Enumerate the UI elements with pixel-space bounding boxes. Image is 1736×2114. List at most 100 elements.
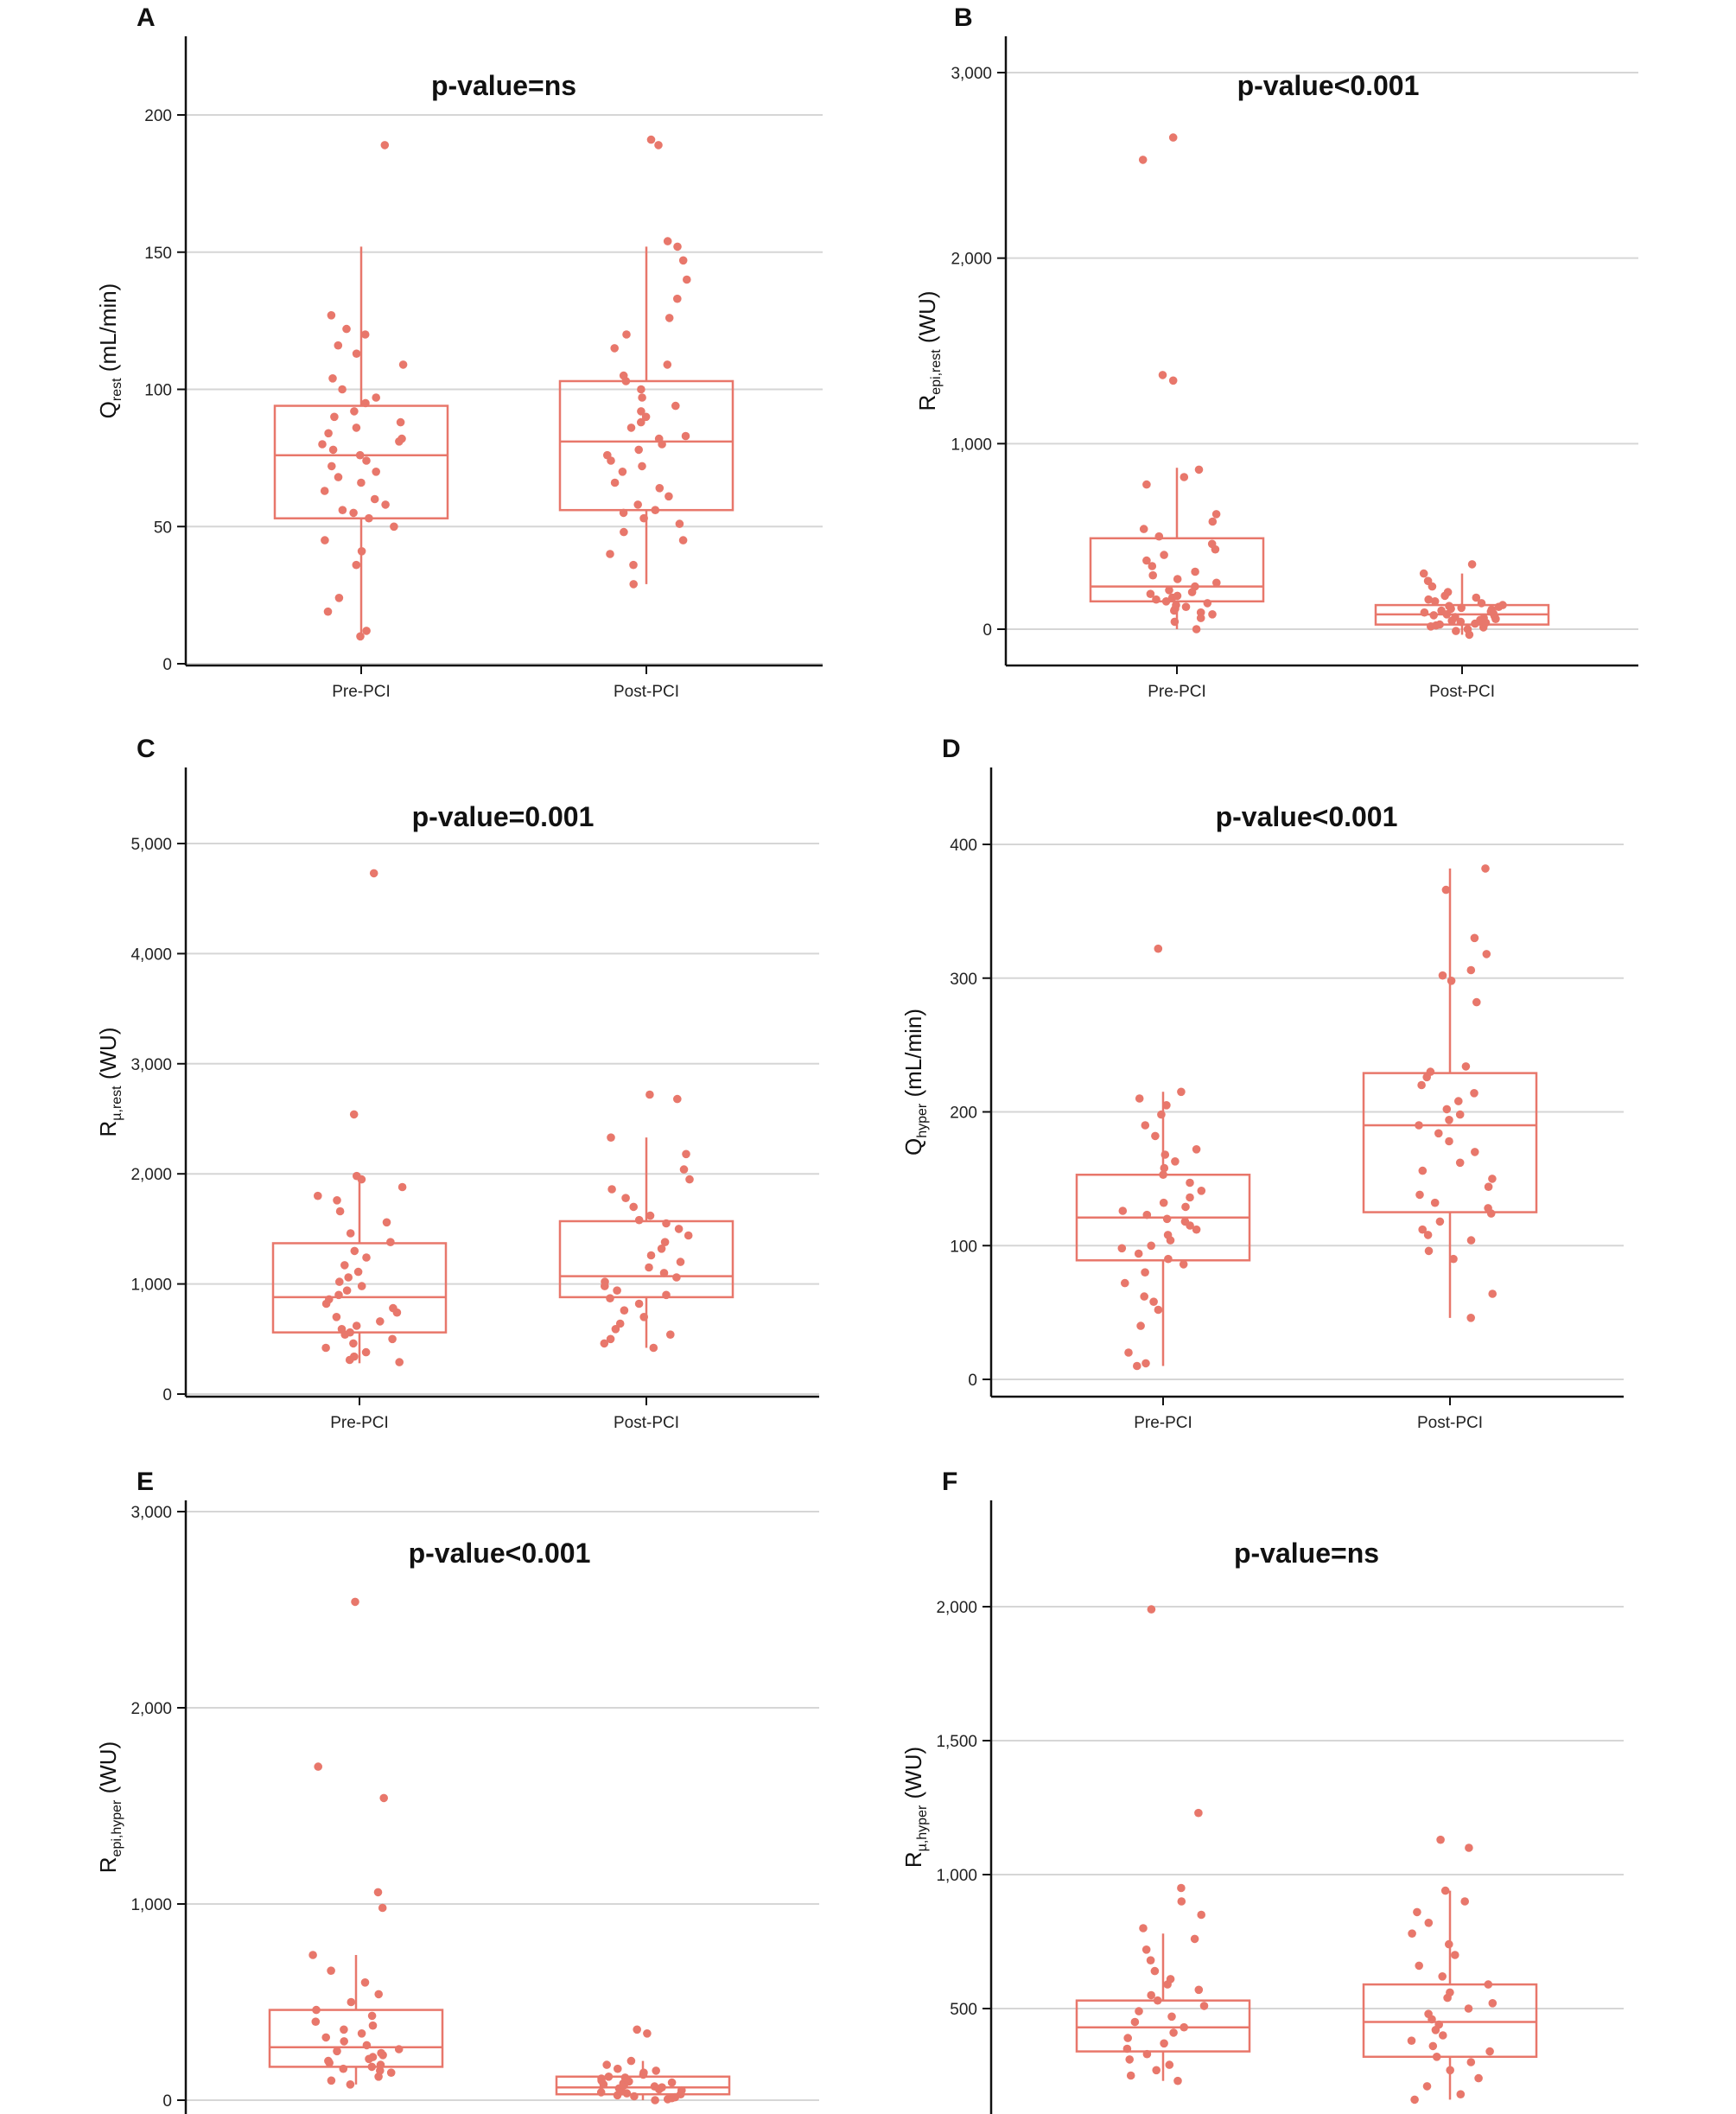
data-point [1192, 625, 1201, 634]
data-point [376, 1317, 385, 1326]
data-point [334, 341, 343, 350]
data-point [397, 434, 406, 443]
panel-label: D [942, 735, 961, 763]
data-point [327, 462, 336, 471]
data-point [615, 1319, 625, 1328]
data-point [357, 1282, 366, 1290]
data-point [650, 2082, 659, 2091]
data-point [1470, 933, 1479, 943]
data-point [1485, 2047, 1494, 2056]
data-point [1474, 2073, 1483, 2083]
data-point [1477, 599, 1486, 608]
data-point [374, 1990, 384, 1999]
data-point [1180, 473, 1189, 481]
data-point [1141, 1359, 1150, 1368]
data-point [342, 1286, 352, 1295]
data-point [1445, 1939, 1453, 1949]
data-point [357, 547, 366, 556]
panel-c: 0 1,000 2,000 3,000 4,000 5,000 Pre-PCI Post-PC… [95, 735, 819, 1432]
data-point [1171, 1157, 1180, 1166]
data-point [1161, 597, 1171, 606]
y-axis-label: Rµ,rest (WU) [95, 1028, 124, 1137]
box-post-pci [558, 246, 734, 584]
data-point [1424, 1919, 1434, 1927]
data-point [349, 1110, 359, 1119]
box-iqr [558, 1219, 734, 1299]
data-point [1142, 1210, 1152, 1219]
data-point [349, 1339, 358, 1348]
data-point [685, 1175, 694, 1184]
data-point [1125, 2055, 1134, 2064]
data-point [1148, 562, 1157, 570]
data-point [362, 456, 371, 465]
data-point [337, 1325, 347, 1334]
data-point [1445, 1137, 1453, 1146]
data-point [1139, 525, 1148, 533]
data-point [1154, 944, 1163, 953]
y-axis-label-sub: epi,rest [929, 349, 944, 395]
x-tick-label: Post-PCI [1417, 1414, 1483, 1432]
data-point [1173, 2076, 1182, 2085]
data-point [1140, 1292, 1148, 1301]
data-point [350, 407, 359, 416]
data-point [629, 560, 638, 570]
data-point [597, 2074, 606, 2083]
data-point [1452, 627, 1460, 635]
data-point [1177, 1087, 1186, 1097]
data-point [1186, 1193, 1194, 1202]
data-point [1126, 2071, 1135, 2080]
data-point [663, 360, 672, 369]
data-point [397, 1182, 407, 1192]
data-point [1420, 608, 1429, 617]
data-point [639, 2068, 648, 2077]
data-point [1197, 1187, 1206, 1195]
y-axis-label-main: Q [95, 401, 121, 418]
data-point [377, 2048, 385, 2058]
data-point [321, 2033, 331, 2042]
panel-e: 0 1,000 2,000 3,000 Ep-value<0.001 Repi,hyper… [95, 1468, 819, 2114]
data-point [350, 1246, 359, 1256]
data-point [645, 1211, 655, 1220]
data-point [1454, 1097, 1463, 1105]
panel-b: 0 1,000 2,000 3,000 Pre-PCI Post-PCI Bp-value<… [914, 3, 1638, 701]
data-point [1180, 2022, 1188, 2032]
data-point [373, 1888, 383, 1897]
panel-label: E [137, 1468, 154, 1496]
data-point [621, 1194, 630, 1202]
y-axis-label-sub: µ,hyper [915, 1805, 930, 1851]
box-iqr [558, 379, 734, 512]
data-point [342, 324, 351, 334]
y-axis-label-sub: µ,rest [110, 1086, 124, 1121]
box-iqr [268, 2009, 444, 2068]
y-tick-label: 0 [162, 2092, 172, 2111]
data-point [350, 1352, 359, 1361]
y-tick-label: 5,000 [130, 836, 172, 854]
data-point [637, 407, 645, 416]
data-point [1136, 1321, 1145, 1330]
data-point [1148, 570, 1157, 580]
data-point [361, 398, 370, 408]
data-point [1173, 591, 1182, 601]
panel-label: A [137, 3, 156, 32]
data-point [652, 2066, 660, 2075]
data-point [638, 462, 646, 471]
data-point [660, 1238, 670, 1246]
data-point [328, 374, 337, 383]
data-point [1424, 1246, 1434, 1256]
data-point [1465, 1843, 1473, 1852]
data-point [604, 2073, 614, 2081]
data-point [1438, 971, 1447, 980]
data-point [1170, 617, 1180, 627]
box-iqr [271, 1242, 448, 1334]
data-point [675, 519, 684, 528]
data-point [1142, 480, 1151, 489]
box-post-pci [558, 1137, 734, 1348]
box-iqr [555, 2075, 731, 2096]
data-point [1415, 1961, 1423, 1971]
data-point [1194, 465, 1204, 474]
data-point [1179, 1260, 1188, 1269]
y-tick-label: 300 [950, 971, 977, 989]
data-point [639, 1313, 648, 1321]
data-point [321, 536, 329, 544]
y-axis-label-main: R [95, 1121, 121, 1137]
